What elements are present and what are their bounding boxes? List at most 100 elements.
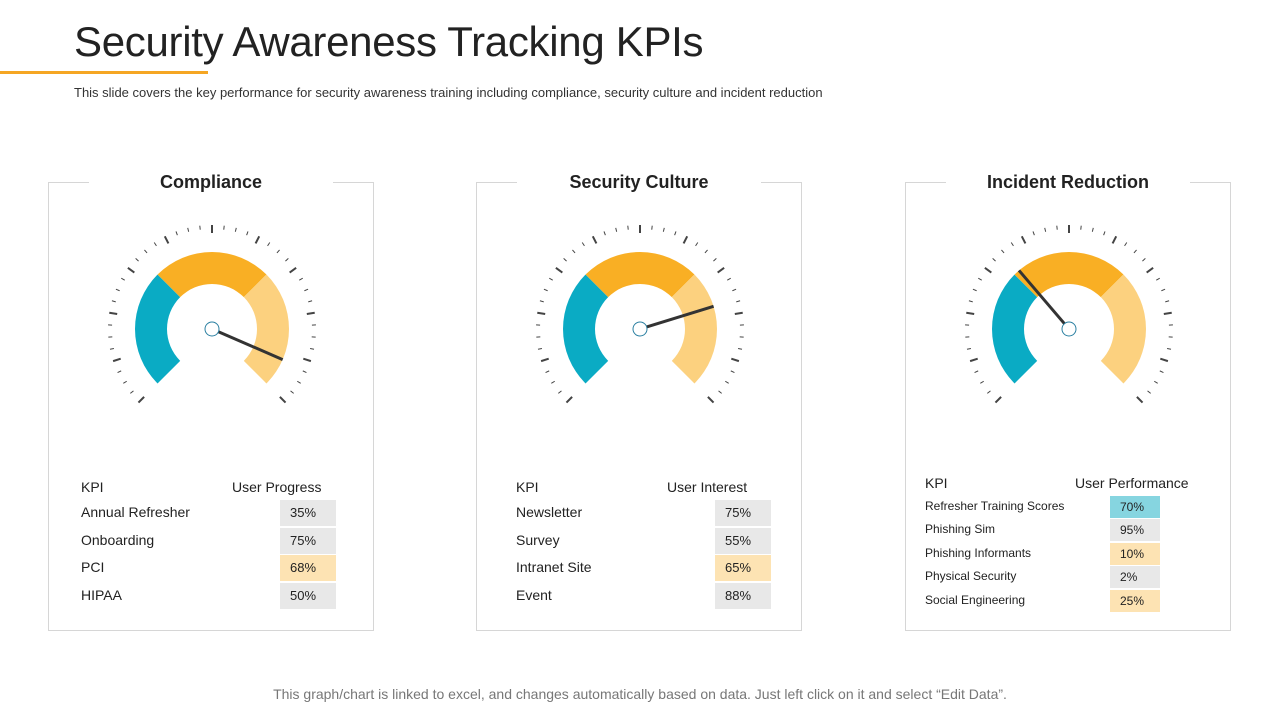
gauge-tick bbox=[123, 380, 127, 384]
gauge-tick bbox=[1166, 348, 1172, 350]
kpi-value: 55% bbox=[715, 527, 771, 554]
kpi-value: 50% bbox=[280, 582, 336, 609]
gauge-tick bbox=[615, 227, 618, 232]
gauge-tick bbox=[109, 311, 118, 315]
gauge-tick bbox=[127, 267, 135, 274]
gauge-tick bbox=[306, 311, 315, 315]
gauge-tick bbox=[674, 231, 677, 236]
kpi-card-security-culture[interactable]: Security Culture KPI User Interest Newsl… bbox=[476, 169, 803, 631]
gauge-tick bbox=[980, 380, 984, 384]
kpi-table-header: KPI User Progress bbox=[81, 475, 351, 499]
gauge-tick bbox=[1044, 227, 1047, 232]
gauge-tick bbox=[246, 231, 249, 236]
gauge-tick bbox=[732, 288, 737, 292]
gauge-segment-low bbox=[563, 274, 609, 384]
kpi-label: Newsletter bbox=[516, 504, 583, 520]
kpi-label: Phishing Sim bbox=[925, 522, 996, 537]
kpi-table[interactable]: KPI User Progress Annual Refresher 35% Onb… bbox=[81, 475, 351, 609]
kpi-value: 95% bbox=[1110, 519, 1160, 542]
kpi-header-label: KPI bbox=[81, 479, 104, 495]
kpi-row: Annual Refresher 35% bbox=[81, 499, 351, 527]
gauge-tick bbox=[565, 396, 573, 404]
gauge-chart[interactable] bbox=[906, 213, 1232, 453]
gauge-tick bbox=[730, 357, 740, 363]
kpi-card-compliance[interactable]: Compliance KPI User Progress Annual Refr… bbox=[48, 169, 375, 631]
gauge-tick bbox=[1142, 258, 1146, 262]
gauge-tick bbox=[121, 277, 125, 281]
kpi-header-value: User Interest bbox=[667, 479, 748, 495]
gauge-tick bbox=[558, 390, 562, 394]
kpi-value: 10% bbox=[1110, 542, 1160, 565]
gauge-segment-high bbox=[1100, 274, 1146, 384]
gauge-tick bbox=[734, 311, 743, 315]
kpi-table-header: KPI User Interest bbox=[516, 475, 786, 499]
kpi-value: 25% bbox=[1110, 589, 1160, 612]
gauge-tick bbox=[1010, 242, 1014, 247]
gauge-tick bbox=[591, 235, 598, 244]
gauge-tick bbox=[581, 242, 585, 247]
gauge-tick bbox=[1111, 235, 1118, 244]
gauge-tick bbox=[572, 249, 576, 254]
gauge-tick bbox=[109, 348, 115, 350]
gauge-tick bbox=[1159, 370, 1164, 373]
kpi-value: 68% bbox=[280, 555, 336, 581]
gauge-tick bbox=[1124, 242, 1128, 247]
gauge-tick bbox=[153, 242, 157, 247]
gauge-tick bbox=[267, 242, 271, 247]
gauge-tick bbox=[1163, 311, 1172, 315]
kpi-row: PCI 68% bbox=[81, 554, 351, 582]
gauge-tick bbox=[279, 396, 287, 404]
kpi-value: 2% bbox=[1110, 566, 1160, 589]
footer-note: This graph/chart is linked to excel, and… bbox=[273, 686, 1007, 702]
kpi-row: Event 88% bbox=[516, 582, 786, 610]
gauge-tick bbox=[304, 288, 309, 292]
kpi-row: Intranet Site 65% bbox=[516, 554, 786, 582]
gauge-tick bbox=[187, 227, 190, 232]
kpi-value: 35% bbox=[280, 500, 336, 526]
gauge-tick bbox=[545, 370, 550, 373]
gauge-tick bbox=[309, 348, 315, 350]
gauge-tick bbox=[111, 300, 116, 303]
kpi-label: Survey bbox=[516, 531, 560, 548]
kpi-label: Intranet Site bbox=[516, 559, 592, 575]
page-subtitle: This slide covers the key performance fo… bbox=[74, 85, 823, 100]
kpi-label: Onboarding bbox=[81, 531, 155, 548]
gauge-tick bbox=[717, 267, 725, 274]
gauge-tick bbox=[987, 390, 991, 394]
kpi-table[interactable]: KPI User Interest Newsletter 75% Survey 55%… bbox=[516, 475, 786, 609]
kpi-value: 70% bbox=[1110, 496, 1160, 518]
gauge-tick bbox=[555, 267, 563, 274]
gauge-tick bbox=[115, 288, 120, 292]
gauge-tick bbox=[1161, 288, 1166, 292]
kpi-row: Social Engineering 25% bbox=[925, 589, 1195, 612]
gauge-tick bbox=[254, 235, 261, 244]
gauge-tick bbox=[289, 267, 297, 274]
kpi-label: Refresher Training Scores bbox=[925, 499, 1065, 513]
kpi-table[interactable]: KPI User Performance Refresher Training … bbox=[925, 471, 1195, 612]
gauge-tick bbox=[1103, 231, 1106, 236]
gauge-tick bbox=[299, 277, 303, 281]
gauge-tick bbox=[1091, 227, 1094, 232]
gauge-tick bbox=[713, 258, 717, 262]
gauge-tick bbox=[537, 311, 546, 315]
gauge-tick bbox=[297, 380, 301, 384]
kpi-row: Phishing Informants 10% bbox=[925, 542, 1195, 565]
gauge-tick bbox=[704, 249, 708, 254]
gauge-tick bbox=[966, 311, 975, 315]
gauge-tick bbox=[1146, 267, 1154, 274]
gauge-tick bbox=[551, 380, 555, 384]
gauge-tick bbox=[130, 390, 134, 394]
gauge-tick bbox=[549, 277, 553, 281]
gauge-tick bbox=[1165, 300, 1170, 303]
kpi-row: Onboarding 75% bbox=[81, 527, 351, 555]
kpi-card-incident-reduction[interactable]: Incident Reduction KPI User Performance … bbox=[905, 169, 1232, 631]
gauge-chart[interactable] bbox=[49, 213, 375, 453]
gauge-tick bbox=[968, 300, 973, 303]
gauge-chart[interactable] bbox=[477, 213, 803, 453]
gauge-tick bbox=[725, 380, 729, 384]
gauge-tick bbox=[290, 390, 294, 394]
gauge-tick bbox=[285, 258, 289, 262]
gauge-tick bbox=[540, 357, 550, 363]
gauge-hub bbox=[204, 321, 220, 337]
